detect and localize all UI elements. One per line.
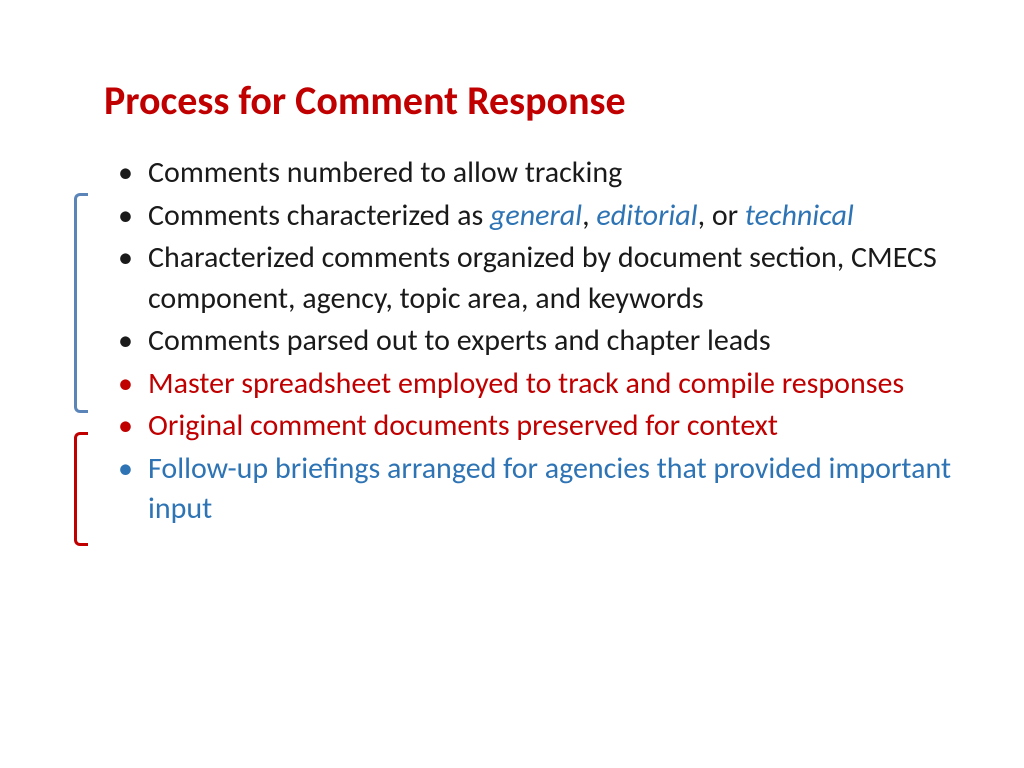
bullet-text: Characterized comments organized by docu… [148, 239, 937, 317]
bullet-item: Comments parsed out to experts and chapt… [118, 321, 964, 362]
bullet-item: Comments numbered to allow tracking [118, 153, 964, 194]
bullet-text: , [582, 197, 596, 234]
bullet-text: Comments numbered to allow tracking [148, 154, 622, 191]
inline-term-editorial: editorial [596, 197, 697, 234]
bullet-text: , or [698, 197, 745, 234]
bullet-list: Comments numbered to allow tracking Comm… [100, 153, 964, 530]
bullet-item: Follow-up briefings arranged for agencie… [118, 449, 964, 530]
bullet-item: Comments characterized as general, edito… [118, 196, 964, 237]
slide-title: Process for Comment Response [104, 76, 964, 125]
bullet-item: Characterized comments organized by docu… [118, 238, 964, 319]
inline-term-technical: technical [745, 197, 854, 234]
bracket-annotation-red [74, 432, 88, 546]
bullet-item: Master spreadsheet employed to track and… [118, 364, 964, 405]
bracket-annotation-blue [74, 193, 88, 413]
bullet-text: Master spreadsheet employed to track and… [148, 365, 904, 402]
bullet-item: Original comment documents preserved for… [118, 406, 964, 447]
bullet-text: Comments parsed out to experts and chapt… [148, 322, 771, 359]
bullet-text: Comments characterized as [148, 197, 490, 234]
inline-term-general: general [490, 197, 582, 234]
bullet-text: Follow-up briefings arranged for agencie… [148, 450, 951, 528]
bullet-text: Original comment documents preserved for… [148, 407, 778, 444]
slide-container: Process for Comment Response Comments nu… [0, 0, 1024, 572]
